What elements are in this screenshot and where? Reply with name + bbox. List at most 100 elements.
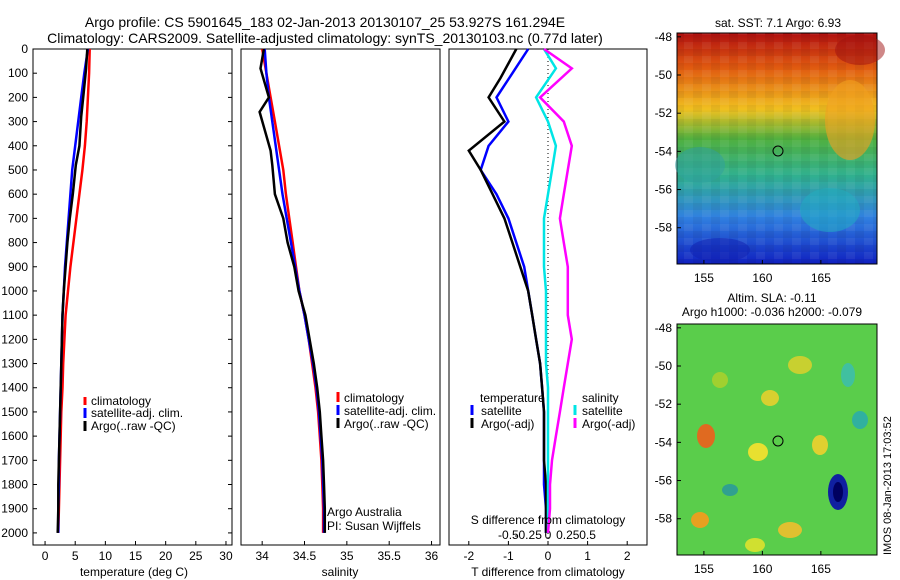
legend-label-argo: Argo(..raw -QC) bbox=[344, 417, 429, 431]
annotation-line-2: PI: Susan Wijffels bbox=[327, 519, 421, 533]
series-line-argo-raw-qc- bbox=[56, 48, 89, 533]
depth-tick-label: 2000 bbox=[1, 526, 28, 540]
difference-series bbox=[467, 47, 574, 534]
sst-map-panel: sat. SST: 7.1 Argo: 6.93 155 160 165 -48 -50… bbox=[655, 16, 885, 285]
sst-map-features bbox=[675, 35, 885, 262]
x-tick-label: 10 bbox=[99, 549, 113, 563]
sla-profile-marker bbox=[772, 435, 784, 447]
temperature-legend: climatology satellite-adj. clim. Argo(..… bbox=[83, 394, 183, 433]
depth-tick-label: 1500 bbox=[1, 405, 28, 419]
map-x-tick-label: 160 bbox=[752, 562, 772, 576]
depth-tick-label: 1700 bbox=[1, 453, 28, 467]
salinity-xlabel: salinity bbox=[322, 565, 359, 579]
series-line-argo-raw-qc- bbox=[258, 48, 327, 533]
x-tick-label: 25 bbox=[189, 549, 203, 563]
map-x-tick-label: 165 bbox=[811, 562, 831, 576]
x-tick-label: 2 bbox=[624, 549, 631, 563]
map-x-tick-label: 160 bbox=[752, 271, 772, 285]
difference-xlabel: T difference from climatology bbox=[471, 565, 625, 579]
x-tick-label: 36 bbox=[425, 549, 439, 563]
map-y-tick-label: -50 bbox=[655, 68, 673, 82]
sla-map-panel: Altim. SLA: -0.11 Argo h1000: -0.036 h20… bbox=[655, 291, 894, 576]
depth-tick-label: 1800 bbox=[1, 478, 28, 492]
map-y-tick-label: -48 bbox=[655, 321, 673, 335]
legend-label-climatology: climatology bbox=[344, 391, 404, 405]
legend-label-climatology: climatology bbox=[91, 394, 151, 408]
series-line-salinity-satellite bbox=[534, 48, 558, 533]
top-tick-label: -0.5 bbox=[498, 528, 519, 542]
sla-map-ticks: 155 160 165 -48 -50 -52 -54 -56 -58 bbox=[655, 321, 832, 576]
annotation-line-1: Argo Australia bbox=[327, 505, 402, 519]
legend-label-t-satellite: satellite bbox=[481, 404, 522, 418]
depth-tick-label: 1900 bbox=[1, 502, 28, 516]
sst-map-ticks: 155 160 165 -48 -50 -52 -54 -56 -58 bbox=[655, 30, 832, 285]
x-tick-label: 1 bbox=[584, 549, 591, 563]
depth-tick-label: 600 bbox=[8, 187, 28, 201]
legend-title-salinity: salinity bbox=[582, 391, 619, 405]
map-y-tick-label: -50 bbox=[655, 359, 673, 373]
temperature-series bbox=[56, 48, 91, 533]
depth-tick-label: 100 bbox=[8, 66, 28, 80]
map-y-tick-label: -52 bbox=[655, 397, 673, 411]
x-tick-label: 20 bbox=[159, 549, 173, 563]
salinity-xticks: 34 34.5 35 35.5 36 bbox=[255, 541, 439, 563]
legend-label-satellite: satellite-adj. clim. bbox=[91, 406, 183, 420]
temperature-xlabel: temperature (deg C) bbox=[80, 565, 188, 579]
depth-tick-label: 700 bbox=[8, 211, 28, 225]
depth-tick-label: 1100 bbox=[2, 308, 28, 322]
map-x-tick-label: 155 bbox=[694, 271, 714, 285]
difference-panel: -2 -1 0 1 2 -0.5-0.25 0 0.25 0.5 T difference fr… bbox=[448, 47, 648, 579]
series-line-temperature-argo-adj- bbox=[467, 48, 548, 533]
map-y-tick-label: -56 bbox=[655, 183, 673, 197]
sla-map-title-2: Argo h1000: -0.036 h2000: -0.079 bbox=[682, 305, 862, 319]
x-tick-label: 0 bbox=[545, 549, 552, 563]
depth-tick-label: 500 bbox=[8, 163, 28, 177]
depth-tick-label: 1400 bbox=[1, 381, 28, 395]
top-tick-label: 0.25 bbox=[556, 528, 580, 542]
depth-tick-label: 1000 bbox=[1, 284, 28, 298]
depth-tick-label: 800 bbox=[8, 236, 28, 250]
x-tick-label: 34.5 bbox=[293, 549, 317, 563]
x-tick-label: 34 bbox=[255, 549, 269, 563]
difference-xticks: -2 -1 0 1 2 -0.5-0.25 0 0.25 0.5 bbox=[463, 528, 630, 563]
sla-map-title-1: Altim. SLA: -0.11 bbox=[727, 291, 816, 305]
map-y-tick-label: -54 bbox=[655, 144, 673, 158]
x-tick-label: 0 bbox=[42, 549, 49, 563]
salinity-axes bbox=[240, 48, 441, 546]
depth-tick-label: 0 bbox=[21, 42, 28, 56]
x-tick-label: -2 bbox=[463, 549, 474, 563]
map-y-tick-label: -54 bbox=[655, 435, 673, 449]
depth-tick-label: 300 bbox=[8, 115, 28, 129]
temperature-panel: 0100200300400500600700800900100011001200… bbox=[1, 42, 647, 579]
series-line-salinity-argo-adj- bbox=[538, 47, 574, 534]
title-line-1: Argo profile: CS 5901645_183 02-Jan-2013… bbox=[85, 14, 565, 30]
map-x-tick-label: 155 bbox=[694, 562, 714, 576]
sla-side-label: IMOS 08-Jan-2013 17:03:52 bbox=[882, 416, 894, 555]
top-tick-label: 0 bbox=[545, 528, 552, 542]
map-y-tick-label: -56 bbox=[655, 474, 673, 488]
top-tick-label: -0.25 bbox=[515, 528, 543, 542]
x-tick-label: 15 bbox=[129, 549, 143, 563]
x-tick-label: -1 bbox=[503, 549, 514, 563]
salinity-series bbox=[258, 48, 327, 533]
x-tick-label: 5 bbox=[72, 549, 79, 563]
difference-xlabel-top: S difference from climatology bbox=[471, 513, 626, 527]
x-tick-label: 30 bbox=[219, 549, 233, 563]
sst-map-title: sat. SST: 7.1 Argo: 6.93 bbox=[715, 16, 841, 30]
sst-profile-marker bbox=[772, 145, 784, 157]
top-tick-label: 0.5 bbox=[579, 528, 596, 542]
map-y-tick-label: -48 bbox=[655, 30, 673, 44]
depth-tick-label: 200 bbox=[8, 90, 28, 104]
legend-label-argo: Argo(..raw -QC) bbox=[91, 419, 176, 433]
map-y-tick-label: -52 bbox=[655, 106, 673, 120]
salinity-panel: 34 34.5 35 35.5 36 salinity climatology sate… bbox=[240, 48, 441, 579]
temperature-xticks: 0 5 10 15 20 25 30 bbox=[42, 541, 233, 563]
legend-label-t-argo: Argo(-adj) bbox=[481, 417, 534, 431]
map-y-tick-label: -58 bbox=[655, 512, 673, 526]
depth-tick-label: 400 bbox=[8, 139, 28, 153]
map-x-tick-label: 165 bbox=[811, 271, 831, 285]
title-line-2: Climatology: CARS2009. Satellite-adjuste… bbox=[47, 30, 603, 46]
depth-tick-label: 900 bbox=[8, 260, 28, 274]
sla-map-features bbox=[691, 356, 868, 552]
